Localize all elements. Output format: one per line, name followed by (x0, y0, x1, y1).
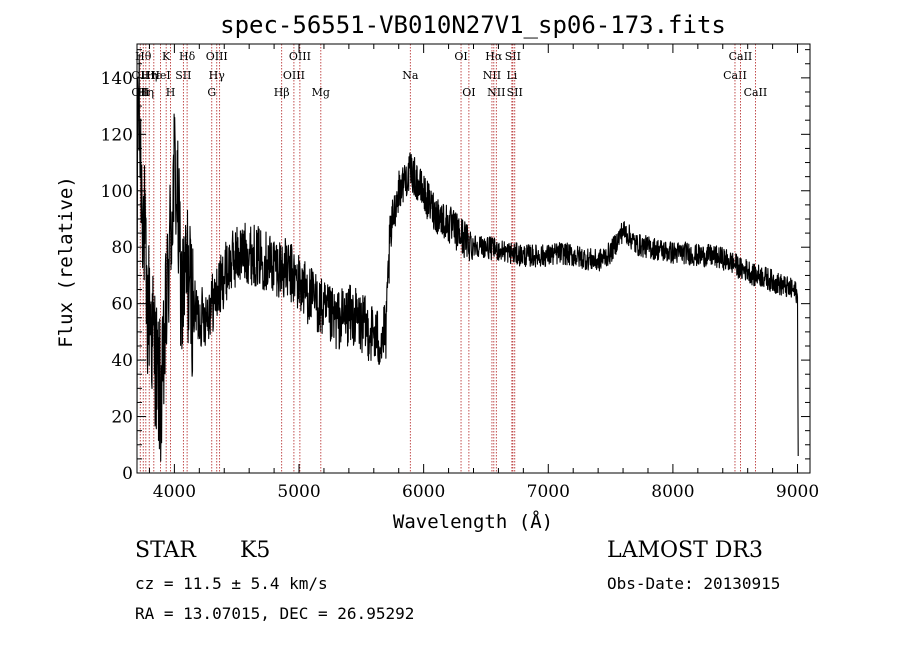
line-label-23-0: Li (506, 69, 517, 82)
line-label-24-0: SII (505, 50, 521, 63)
line-label-0-1: OII (131, 86, 149, 99)
y-tick-label: 40 (111, 351, 133, 371)
survey-name: LAMOST DR3 (607, 538, 763, 563)
y-tick-label: 100 (101, 182, 133, 202)
y-tick-label: 80 (111, 238, 133, 258)
line-label-19-0: OI (462, 86, 475, 99)
object-subclass: K5 (240, 538, 271, 563)
line-label-22-0: NII (487, 86, 505, 99)
line-label-21-0: Hα (485, 50, 503, 63)
line-label-17-0: Na (402, 69, 419, 82)
line-label-5-0: HeI (150, 69, 170, 82)
line-label-18-0: OI (454, 50, 467, 63)
sky-coordinates: RA = 13.07015, DEC = 26.95292 (135, 604, 415, 623)
line-label-0-0: OII (131, 69, 149, 82)
x-tick-label: 7000 (527, 482, 570, 502)
y-tick-label: 140 (101, 69, 133, 89)
line-label-13-0: Hβ (274, 86, 290, 99)
axis-ticks: 4000 5000 6000 7000 8000 9000 0 20 40 60 80 100 120 1… (101, 44, 819, 502)
x-tick-label: 9000 (776, 482, 819, 502)
line-label-4-0: Hε (146, 69, 162, 82)
line-label-8-0: SII (175, 69, 191, 82)
line-label-27-0: CaII (729, 50, 753, 63)
line-label-25-0: SII (507, 86, 523, 99)
line-label-10-0: G (207, 86, 216, 99)
object-class: STAR (135, 538, 196, 563)
line-label-15-0: OIII (289, 50, 311, 63)
line-label-14-0: OIII (283, 69, 305, 82)
spectrum-line (136, 53, 799, 462)
x-tick-label: 4000 (153, 482, 196, 502)
line-label-26-0: CaII (723, 69, 747, 82)
line-label-3-0: Hη (141, 69, 157, 82)
redshift-readout: cz = 11.5 ± 5.4 km/s (135, 574, 328, 593)
y-tick-label: 60 (111, 295, 133, 315)
x-axis-label: Wavelength (Å) (393, 510, 553, 533)
observation-date: Obs-Date: 20130915 (607, 574, 781, 593)
x-tick-label: 6000 (402, 482, 445, 502)
line-label-9-0: Hδ (179, 50, 196, 63)
line-label-20-0: NII (483, 69, 501, 82)
y-tick-label: 0 (122, 464, 133, 484)
line-label-6-0: K (162, 50, 171, 63)
x-tick-label: 8000 (651, 482, 694, 502)
line-label-2-0: Hη (138, 86, 154, 99)
y-tick-label: 120 (101, 125, 133, 145)
line-label-11-1: Hγ (209, 69, 226, 82)
line-label-7-0: H (166, 86, 176, 99)
line-label-16-0: Mg (312, 86, 330, 99)
y-axis-label: Flux (relative) (55, 176, 77, 348)
y-tick-label: 20 (111, 408, 133, 428)
line-label-28-0: CaII (744, 86, 768, 99)
line-label-11-0: OIII (206, 50, 228, 63)
x-tick-label: 5000 (277, 482, 320, 502)
chart-title: spec-56551-VB010N27V1_sp06-173.fits (220, 11, 726, 39)
